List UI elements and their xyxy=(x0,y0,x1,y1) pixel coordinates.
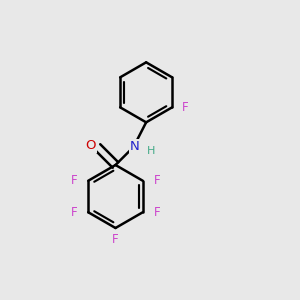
Text: F: F xyxy=(182,101,189,114)
Text: F: F xyxy=(112,233,119,246)
Text: F: F xyxy=(154,206,160,219)
Text: F: F xyxy=(70,206,77,219)
Text: H: H xyxy=(147,146,155,156)
Text: O: O xyxy=(85,139,96,152)
Text: F: F xyxy=(154,174,160,187)
Text: F: F xyxy=(70,174,77,187)
Text: N: N xyxy=(130,140,140,154)
